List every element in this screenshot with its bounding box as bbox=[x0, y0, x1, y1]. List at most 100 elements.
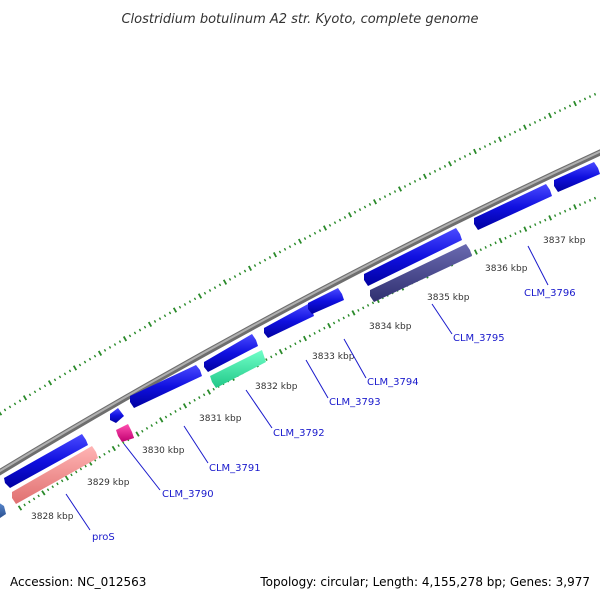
track-tick bbox=[263, 258, 267, 262]
track-tick bbox=[270, 355, 273, 359]
track-tick bbox=[328, 223, 332, 227]
track-tick bbox=[88, 357, 92, 361]
track-tick bbox=[563, 209, 567, 213]
ruler-label: 3833 kbp bbox=[312, 352, 355, 362]
track-tick bbox=[519, 230, 522, 233]
track-tick bbox=[588, 198, 592, 202]
track-tick bbox=[518, 128, 522, 131]
track-tick bbox=[578, 203, 582, 207]
ruler-label: 3836 kbp bbox=[485, 264, 528, 274]
track-tick bbox=[313, 331, 316, 335]
track-tick bbox=[514, 232, 517, 235]
track-tick bbox=[373, 199, 377, 205]
track-tick bbox=[155, 421, 158, 425]
gene-label-pros[interactable]: proS bbox=[92, 532, 115, 543]
track-tick bbox=[93, 354, 97, 358]
track-tick bbox=[70, 473, 73, 477]
track-tick bbox=[544, 218, 547, 222]
track-tick bbox=[53, 378, 57, 382]
track-tick bbox=[273, 251, 277, 258]
gene-arrow-steel[interactable] bbox=[0, 502, 6, 518]
track-tick bbox=[111, 445, 116, 452]
track-tick bbox=[174, 410, 177, 413]
track-tick bbox=[0, 411, 3, 416]
gene-arrow[interactable] bbox=[474, 184, 552, 230]
gene-arrow[interactable] bbox=[110, 408, 124, 423]
track-tick bbox=[494, 241, 497, 245]
track-tick bbox=[533, 121, 537, 124]
track-tick bbox=[278, 250, 282, 254]
track-tick bbox=[22, 395, 28, 401]
gene-arrow[interactable] bbox=[554, 162, 600, 192]
leader-line bbox=[183, 425, 209, 464]
gene-arrow-green[interactable] bbox=[210, 350, 266, 388]
track-tick bbox=[169, 412, 172, 416]
track-tick bbox=[534, 223, 537, 226]
track-tick bbox=[198, 396, 201, 399]
track-tick bbox=[343, 216, 347, 219]
gene-arrow[interactable] bbox=[264, 304, 314, 338]
track-tick bbox=[28, 500, 31, 504]
track-tick bbox=[37, 494, 40, 498]
track-tick bbox=[33, 390, 37, 394]
gene-label-clm-3792[interactable]: CLM_3792 bbox=[273, 428, 325, 439]
track-tick bbox=[78, 363, 82, 367]
gene-arrow-pink[interactable] bbox=[12, 446, 98, 504]
gene-arrow-slate[interactable] bbox=[370, 244, 472, 302]
gene-label-clm-3796[interactable]: CLM_3796 bbox=[524, 288, 576, 299]
track-tick bbox=[558, 212, 562, 215]
track-tick bbox=[333, 221, 337, 225]
gene-label-clm-3795[interactable]: CLM_3795 bbox=[453, 333, 505, 344]
track-tick bbox=[122, 336, 128, 342]
gene-arrow[interactable] bbox=[204, 334, 258, 372]
track-tick bbox=[332, 321, 336, 325]
gene-arrow[interactable] bbox=[130, 365, 202, 408]
track-tick bbox=[293, 242, 297, 246]
track-tick bbox=[323, 225, 327, 231]
track-tick bbox=[172, 307, 178, 313]
ruler-label: 3837 kbp bbox=[543, 236, 586, 246]
leader-line bbox=[527, 245, 549, 286]
track-tick bbox=[568, 104, 572, 108]
gene-arrow[interactable] bbox=[308, 288, 344, 314]
track-tick bbox=[573, 204, 577, 210]
track-tick bbox=[388, 192, 392, 196]
track-tick bbox=[528, 123, 532, 127]
track-tick bbox=[158, 317, 162, 320]
track-tick bbox=[509, 234, 512, 238]
track-tick bbox=[60, 479, 64, 483]
track-tick bbox=[568, 207, 572, 211]
track-tick bbox=[138, 328, 142, 332]
track-tick bbox=[298, 339, 302, 343]
track-tick bbox=[548, 215, 553, 221]
track-tick bbox=[543, 116, 547, 120]
track-tick bbox=[113, 343, 117, 346]
accession-text: Accession: NC_012563 bbox=[10, 575, 146, 589]
gene-label-clm-3793[interactable]: CLM_3793 bbox=[329, 397, 381, 408]
track-tick bbox=[283, 247, 287, 251]
track-tick bbox=[583, 201, 587, 204]
track-tick bbox=[371, 301, 375, 305]
track-tick bbox=[347, 313, 350, 317]
track-tick bbox=[238, 272, 242, 276]
track-tick bbox=[84, 464, 87, 468]
track-tick bbox=[294, 342, 297, 346]
leader-line bbox=[123, 443, 161, 491]
track-tick bbox=[46, 488, 50, 492]
gene-label-clm-3794[interactable]: CLM_3794 bbox=[367, 377, 419, 388]
leader-line bbox=[305, 359, 329, 399]
track-tick bbox=[83, 360, 87, 364]
track-tick bbox=[318, 229, 322, 233]
track-tick bbox=[248, 265, 252, 272]
gene-label-clm-3790[interactable]: CLM_3790 bbox=[162, 489, 214, 500]
gene-label-clm-3791[interactable]: CLM_3791 bbox=[209, 463, 261, 474]
ruler-label: 3831 kbp bbox=[199, 414, 242, 424]
track-tick bbox=[529, 225, 532, 229]
gene-arrow-magenta[interactable] bbox=[116, 424, 134, 442]
track-tick bbox=[323, 326, 326, 330]
track-tick bbox=[150, 424, 153, 427]
gene-arrow[interactable] bbox=[4, 434, 88, 488]
ruler-labels: 3828 kbp 3829 kbp 3830 kbp 3831 kbp 3832… bbox=[31, 236, 586, 522]
gene-arrow[interactable] bbox=[364, 228, 462, 286]
track-tick bbox=[182, 403, 188, 409]
